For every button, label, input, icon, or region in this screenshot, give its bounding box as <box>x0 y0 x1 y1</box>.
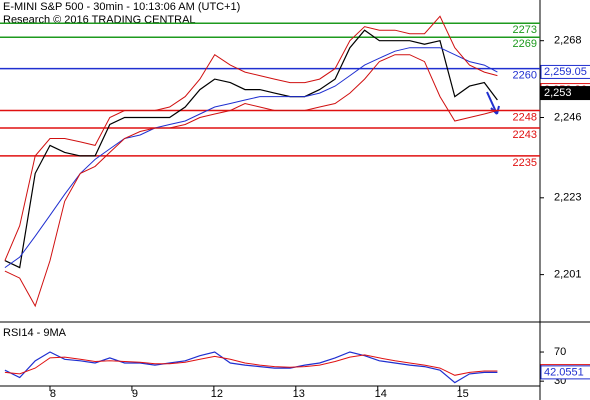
x-tick-label: 8 <box>50 388 56 400</box>
rsi-title: RSI14 - 9MA <box>3 327 67 339</box>
price-label: 42.0551 <box>544 366 584 378</box>
level-label: 2273 <box>513 24 537 36</box>
y-tick-label: 2,246 <box>554 111 582 123</box>
price-label-box <box>540 86 590 101</box>
x-tick-label: 14 <box>375 388 387 400</box>
price-label: 2,259.05 <box>544 66 587 78</box>
series-line <box>4 354 498 376</box>
price-label-box <box>540 365 590 380</box>
level-label: 2248 <box>513 111 537 123</box>
level-label: 2235 <box>513 157 537 169</box>
x-tick-label: 13 <box>293 388 305 400</box>
series-line <box>4 54 498 308</box>
y-tick-label: 2,268 <box>554 35 582 47</box>
chart-subtitle: Research © 2016 TRADING CENTRAL <box>3 14 196 26</box>
x-tick-label: 15 <box>457 388 469 400</box>
y-tick-label: 70 <box>554 346 566 358</box>
level-label: 2243 <box>513 129 537 141</box>
level-label: 2260 <box>513 70 537 82</box>
series-line <box>4 15 498 261</box>
y-tick-label: 2,223 <box>554 192 582 204</box>
series-line <box>4 47 498 269</box>
price-label: 2,253 <box>544 87 572 99</box>
x-tick-label: 12 <box>211 388 223 400</box>
series-line <box>4 351 498 384</box>
price-label-box <box>540 64 590 79</box>
level-label: 2269 <box>513 38 537 50</box>
series-line <box>4 29 498 269</box>
x-tick-label: 9 <box>132 388 138 400</box>
chart-title: E-MINI S&P 500 - 30min - 10:13:06 AM (UT… <box>3 1 240 13</box>
y-tick-label: 2,201 <box>554 269 582 281</box>
